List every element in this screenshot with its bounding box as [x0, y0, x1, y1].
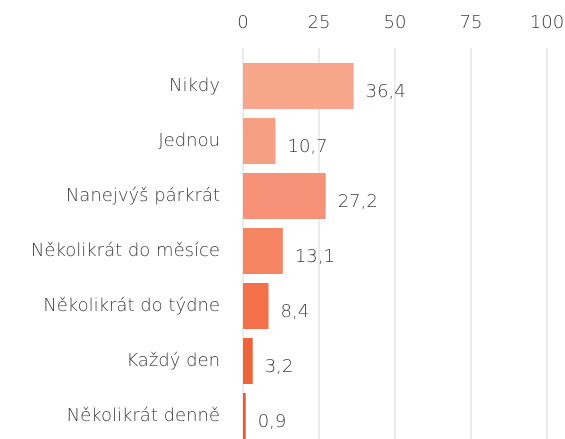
bar: [243, 338, 253, 384]
x-tick-label: 75: [460, 12, 483, 33]
bar: [243, 118, 276, 164]
x-tick-label: 50: [384, 12, 407, 33]
value-label: 27,2: [338, 191, 378, 212]
y-tick-label: Nanejvýš párkrát: [66, 185, 220, 206]
value-label: 13,1: [295, 246, 335, 267]
value-label: 36,4: [366, 81, 406, 102]
x-tick-label: 100: [530, 12, 564, 33]
y-tick-label: Několikrát do měsíce: [31, 240, 220, 261]
bar: [243, 228, 283, 274]
bar: [243, 173, 326, 219]
x-tick-label: 25: [308, 12, 331, 33]
value-label: 8,4: [281, 301, 310, 322]
value-label: 0,9: [258, 411, 287, 432]
bar: [243, 283, 269, 329]
bar: [243, 63, 354, 109]
y-tick-label: Několikrát do týdne: [43, 295, 220, 316]
y-tick-label: Několikrát denně: [67, 405, 220, 426]
value-label: 10,7: [288, 136, 328, 157]
bar: [243, 393, 246, 439]
y-tick-label: Každý den: [126, 350, 220, 371]
value-label: 3,2: [265, 356, 294, 377]
y-tick-label: Nikdy: [169, 75, 220, 96]
x-tick-label: 0: [237, 12, 248, 33]
y-tick-label: Jednou: [158, 130, 220, 151]
